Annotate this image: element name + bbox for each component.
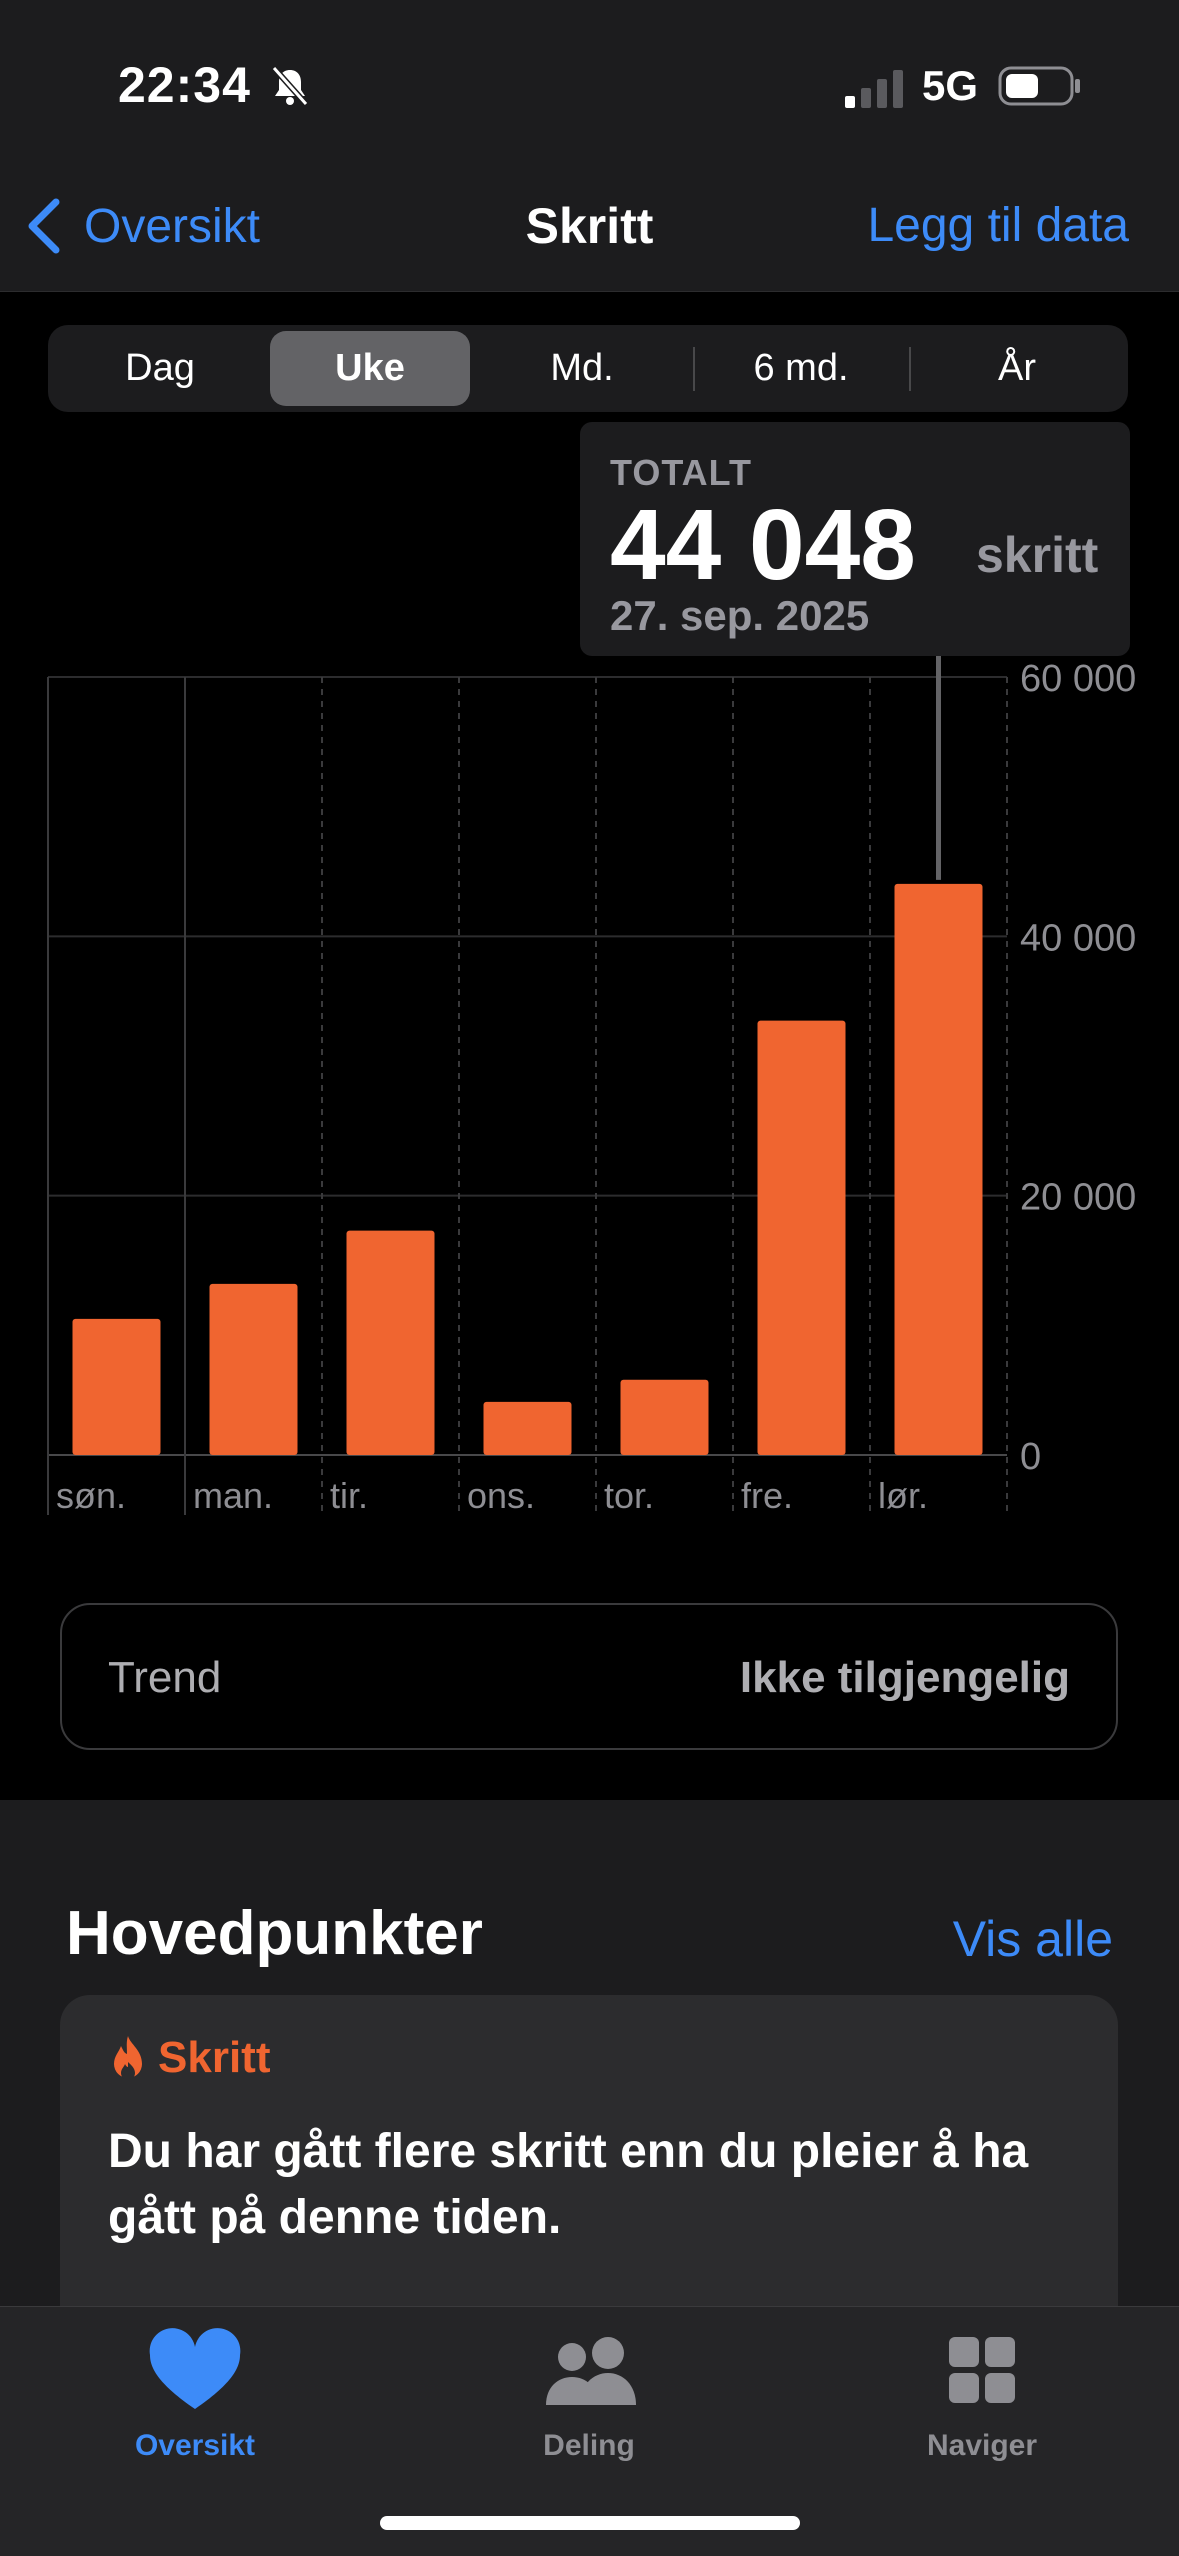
segment-divider	[909, 347, 911, 391]
status-bar: 22:34 5G	[0, 0, 1179, 160]
x-tick-label: tor.	[604, 1475, 654, 1516]
flame-icon	[114, 2036, 142, 2080]
tooltip-label: TOTALT	[610, 452, 752, 493]
trend-label: Trend	[108, 1653, 222, 1702]
page-title: Skritt	[525, 198, 654, 254]
grid-icon	[949, 2337, 1015, 2403]
navigation-bar: Oversikt Skritt Legg til data	[0, 160, 1179, 292]
tab-overview[interactable]: Oversikt	[75, 2327, 315, 2463]
back-button-label: Oversikt	[84, 199, 261, 253]
x-tick-label: ons.	[467, 1475, 535, 1516]
show-all-link[interactable]: Vis alle	[952, 1911, 1113, 1967]
segment-day[interactable]: Dag	[125, 347, 195, 389]
x-tick-label: fre.	[741, 1475, 793, 1516]
status-time: 22:34	[118, 57, 251, 113]
y-tick-label: 60 000	[1020, 658, 1136, 700]
x-tick-label: lør.	[878, 1475, 928, 1516]
cellular-signal-icon	[845, 70, 903, 108]
bell-muted-icon	[271, 66, 309, 106]
people-icon	[546, 2337, 636, 2405]
segment-divider	[693, 347, 695, 391]
y-tick-label: 20 000	[1020, 1177, 1136, 1219]
highlight-card-text: Du har gått flere skritt enn du pleier å…	[108, 2125, 1029, 2244]
highlight-card-category: Skritt	[158, 2033, 271, 2082]
home-indicator	[380, 2516, 800, 2530]
selected-value-tooltip: TOTALT 44 048 skritt 27. sep. 2025	[580, 422, 1130, 656]
battery-icon	[998, 66, 1080, 106]
segment-week[interactable]: Uke	[270, 331, 470, 406]
tab-browse-label: Naviger	[926, 2429, 1038, 2462]
time-range-segmented-control: Dag Uke Md. 6 md. År	[48, 325, 1128, 412]
chart-bar-lør[interactable]	[894, 883, 983, 1455]
heart-icon	[149, 2328, 241, 2409]
chart-bar-fre[interactable]	[757, 1020, 846, 1455]
tooltip-date: 27. sep. 2025	[610, 592, 870, 639]
tab-bar: Oversikt Deling Naviger	[0, 2306, 1179, 2556]
segment-6-months[interactable]: 6 md.	[753, 347, 849, 389]
tab-sharing[interactable]: Deling	[469, 2327, 709, 2463]
add-data-button[interactable]: Legg til data	[867, 199, 1129, 252]
tab-sharing-label: Deling	[543, 2429, 635, 2462]
x-tick-label: tir.	[330, 1475, 368, 1516]
trend-value: Ikke tilgjengelig	[739, 1653, 1070, 1702]
tab-overview-label: Oversikt	[134, 2429, 256, 2462]
chart-bar-tir[interactable]	[346, 1230, 435, 1455]
tooltip-value: 44 048	[610, 489, 916, 601]
highlights-title: Hovedpunkter	[66, 1899, 483, 1968]
chart-bar-tor[interactable]	[620, 1379, 709, 1455]
trend-row[interactable]: Trend Ikke tilgjengelig	[60, 1603, 1118, 1750]
x-tick-label: søn.	[56, 1475, 126, 1516]
segment-month[interactable]: Md.	[550, 347, 614, 389]
chart-bar-søn[interactable]	[72, 1318, 161, 1455]
y-tick-label: 0	[1020, 1436, 1041, 1478]
segment-year[interactable]: År	[998, 347, 1036, 389]
highlight-card-header: Skritt	[108, 2033, 270, 2083]
tooltip-unit: skritt	[976, 527, 1099, 583]
tab-browse[interactable]: Naviger	[862, 2327, 1102, 2463]
x-tick-label: man.	[193, 1475, 273, 1516]
chart-bar-ons[interactable]	[483, 1401, 572, 1455]
steps-bar-chart[interactable]: 60 000 40 000 20 000 0 søn. man. tir. ons. tor. f…	[0, 656, 1179, 1536]
network-type: 5G	[922, 62, 979, 109]
chart-bar-man[interactable]	[209, 1283, 298, 1455]
y-tick-label: 40 000	[1020, 917, 1136, 959]
back-button[interactable]: Oversikt	[24, 196, 260, 256]
chevron-left-icon	[28, 198, 60, 254]
